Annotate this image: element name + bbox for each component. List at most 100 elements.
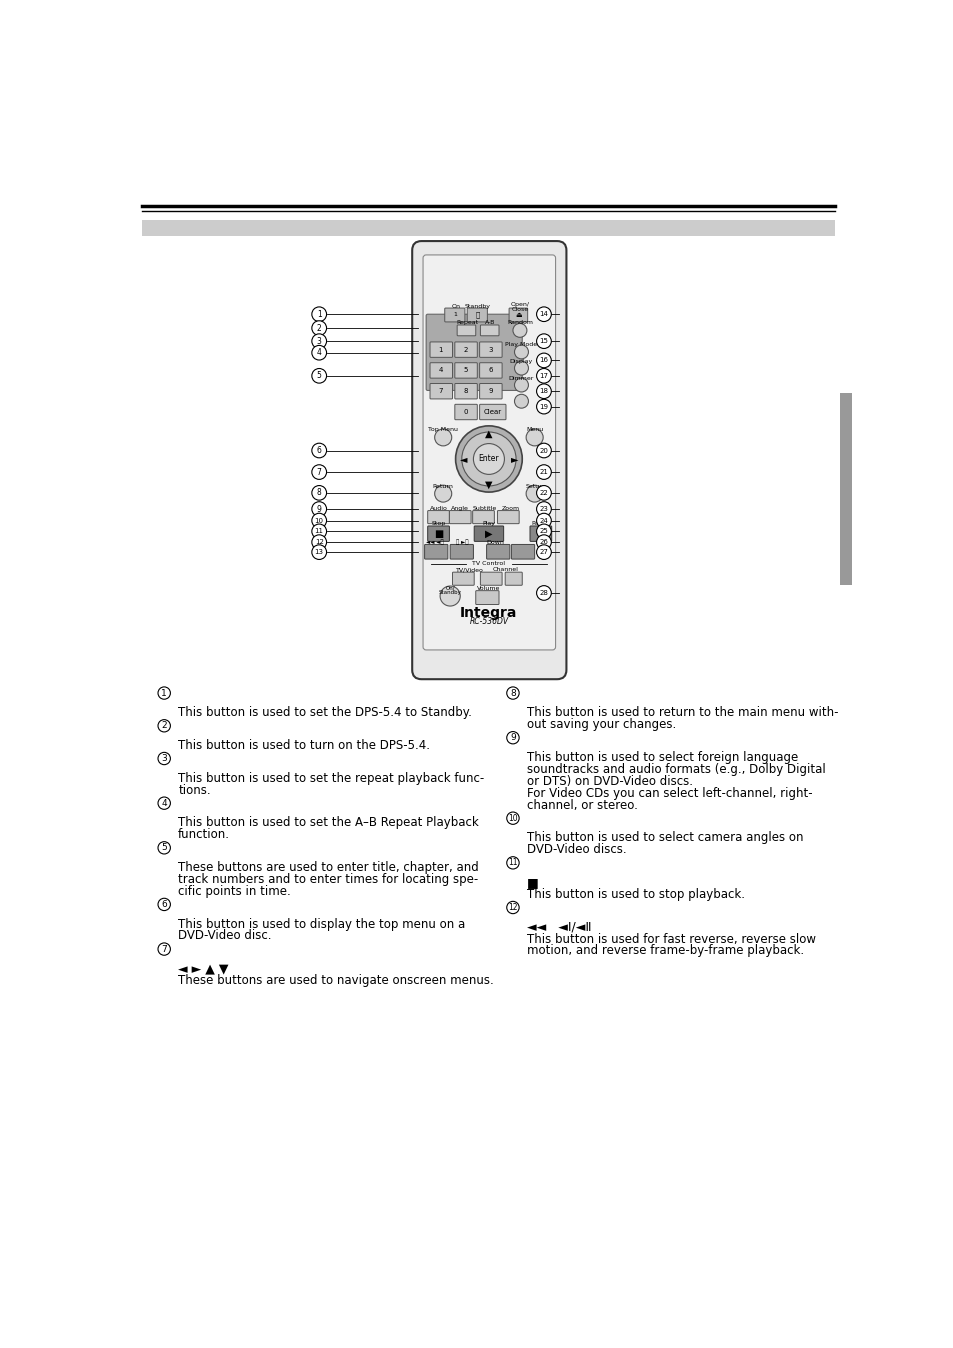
Text: Return: Return [433, 484, 454, 489]
Text: out saving your changes.: out saving your changes. [526, 718, 676, 731]
Circle shape [312, 545, 326, 559]
Text: Volume: Volume [476, 586, 500, 590]
Text: 3: 3 [161, 754, 167, 763]
Text: ■: ■ [434, 528, 443, 539]
Text: 1: 1 [453, 313, 456, 318]
Text: Pause: Pause [531, 522, 550, 526]
Circle shape [312, 501, 326, 516]
Text: 13: 13 [314, 549, 323, 555]
FancyBboxPatch shape [455, 342, 476, 357]
Text: These buttons are used to enter title, chapter, and: These buttons are used to enter title, c… [178, 861, 478, 874]
FancyBboxPatch shape [472, 511, 494, 523]
Text: Play Mode: Play Mode [505, 342, 537, 346]
Circle shape [456, 426, 521, 492]
Text: RC-536DV: RC-536DV [469, 617, 508, 625]
Circle shape [312, 524, 326, 539]
Circle shape [536, 384, 551, 399]
Circle shape [435, 485, 452, 501]
FancyBboxPatch shape [430, 342, 452, 357]
Circle shape [473, 443, 504, 474]
Text: ►: ► [510, 454, 517, 464]
Text: 28: 28 [539, 590, 548, 596]
Text: ■: ■ [526, 876, 538, 888]
FancyBboxPatch shape [444, 309, 464, 322]
Text: track numbers and to enter times for locating spe-: track numbers and to enter times for loc… [178, 874, 477, 886]
Text: Menu: Menu [525, 427, 542, 433]
Text: ▲: ▲ [485, 429, 492, 438]
Text: 8: 8 [510, 689, 516, 697]
Circle shape [536, 465, 551, 480]
Circle shape [312, 535, 326, 550]
Text: This button is used to return to the main menu with-: This button is used to return to the mai… [526, 706, 838, 718]
Text: 18: 18 [538, 388, 548, 394]
FancyBboxPatch shape [474, 526, 503, 542]
Text: 7: 7 [438, 388, 442, 394]
Circle shape [514, 345, 528, 359]
Text: Zoom: Zoom [501, 506, 519, 511]
FancyBboxPatch shape [450, 545, 473, 559]
Text: 17: 17 [538, 373, 548, 379]
Text: Channel: Channel [493, 568, 518, 573]
Text: This button is used to set the repeat playback func-: This button is used to set the repeat pl… [178, 771, 484, 785]
Text: Audio: Audio [429, 506, 447, 511]
Text: soundtracks and audio formats (e.g., Dolby Digital: soundtracks and audio formats (e.g., Dol… [526, 763, 824, 775]
Circle shape [439, 586, 459, 607]
Text: Random: Random [506, 321, 533, 325]
Circle shape [536, 585, 551, 600]
Text: 1: 1 [161, 689, 167, 697]
Text: DVD-Video discs.: DVD-Video discs. [526, 844, 626, 856]
Text: This button is used to set the A–B Repeat Playback: This button is used to set the A–B Repea… [178, 817, 478, 829]
Text: 12: 12 [314, 539, 323, 545]
Text: Repeat: Repeat [456, 321, 477, 325]
FancyBboxPatch shape [476, 590, 498, 604]
Text: 9: 9 [488, 388, 492, 394]
Circle shape [506, 687, 518, 700]
Text: This button is used to set the DPS-5.4 to Standby.: This button is used to set the DPS-5.4 t… [178, 706, 472, 718]
Text: 22: 22 [539, 489, 548, 496]
Text: 14: 14 [539, 311, 548, 317]
Text: ⏏: ⏏ [515, 311, 521, 318]
FancyBboxPatch shape [509, 309, 527, 322]
Circle shape [513, 324, 526, 337]
Circle shape [312, 443, 326, 458]
Circle shape [536, 353, 551, 368]
Text: 2: 2 [463, 346, 467, 353]
Circle shape [158, 720, 171, 732]
Circle shape [158, 942, 171, 956]
Text: ⏻: ⏻ [475, 311, 479, 318]
Text: 7: 7 [316, 468, 321, 477]
Circle shape [312, 485, 326, 500]
Text: 11: 11 [508, 859, 517, 867]
Text: 6: 6 [161, 900, 167, 909]
Text: 10: 10 [508, 814, 517, 822]
Text: This button is used to turn on the DPS-5.4.: This button is used to turn on the DPS-5… [178, 739, 430, 752]
Text: This button is used to stop playback.: This button is used to stop playback. [526, 888, 744, 900]
Text: function.: function. [178, 828, 230, 841]
Text: 6: 6 [488, 368, 492, 373]
Text: ⏸: ⏸ [537, 530, 543, 538]
FancyBboxPatch shape [422, 255, 555, 650]
Circle shape [514, 395, 528, 408]
FancyBboxPatch shape [467, 309, 487, 322]
Text: 3: 3 [488, 346, 492, 353]
Text: 8: 8 [463, 388, 467, 394]
Circle shape [312, 514, 326, 528]
Text: ◄: ◄ [459, 454, 467, 464]
Circle shape [525, 485, 542, 501]
Text: This button is used to display the top menu on a: This button is used to display the top m… [178, 918, 465, 930]
Circle shape [536, 443, 551, 458]
Circle shape [536, 307, 551, 322]
Text: This button is used to select camera angles on: This button is used to select camera ang… [526, 832, 802, 844]
FancyBboxPatch shape [142, 220, 835, 236]
FancyBboxPatch shape [479, 363, 501, 379]
Text: On: On [452, 305, 460, 309]
Text: 8: 8 [316, 488, 321, 497]
Text: This button is used to select foreign language: This button is used to select foreign la… [526, 751, 798, 764]
Circle shape [312, 368, 326, 383]
Circle shape [158, 797, 171, 809]
Text: A-B: A-B [485, 321, 496, 325]
Circle shape [525, 429, 542, 446]
Circle shape [312, 334, 326, 349]
Circle shape [312, 321, 326, 336]
Circle shape [506, 732, 518, 744]
